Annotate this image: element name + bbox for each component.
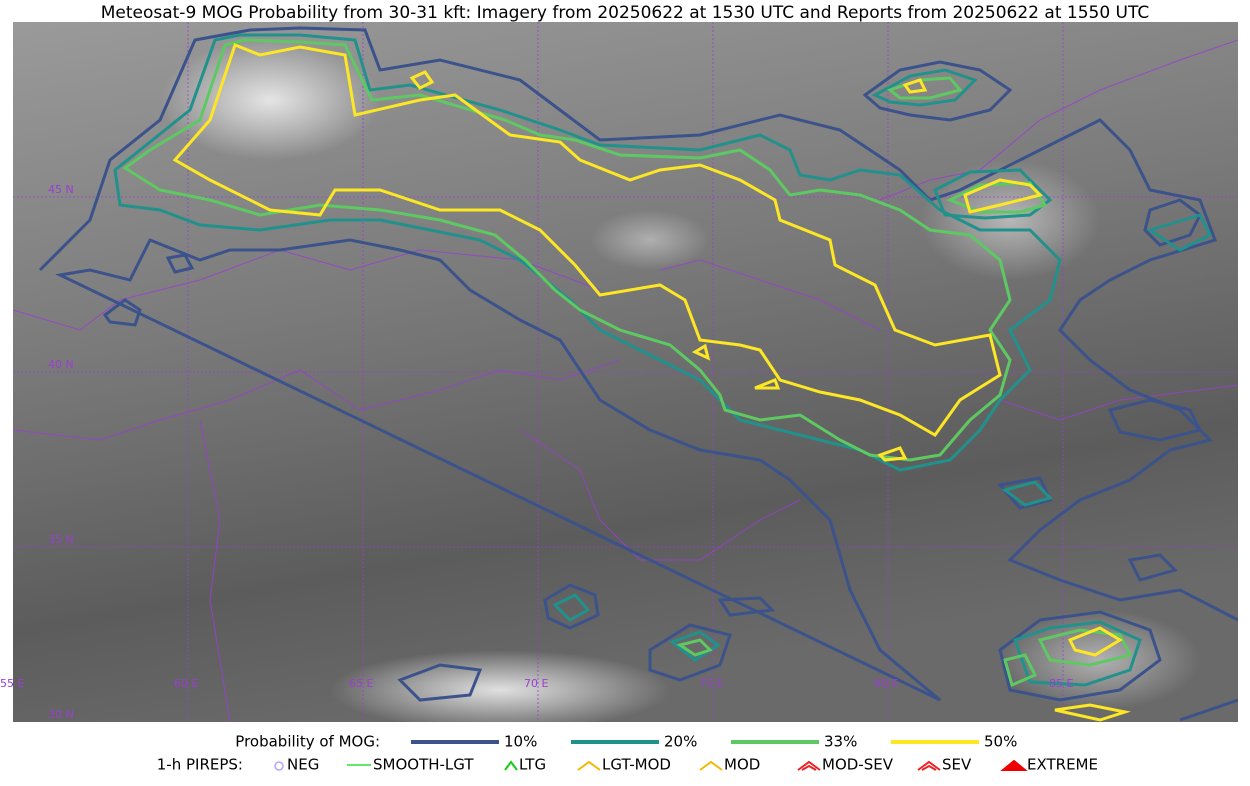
lat-label: 45 N (48, 183, 74, 196)
legend-text: 10% (504, 733, 537, 751)
legend-text: SMOOTH-LGT (373, 756, 474, 774)
lon-label: 65 E (349, 677, 373, 690)
legend-symbol (274, 761, 284, 771)
lon-label: 85 E (1049, 677, 1073, 690)
lon-label: 70 E (524, 677, 548, 690)
legend-text: MOD (724, 756, 760, 774)
legend-text: LGT-MOD (602, 756, 671, 774)
title: Meteosat-9 MOG Probability from 30-31 kf… (101, 3, 1150, 23)
legend-symbol (699, 760, 723, 771)
lon-label: 75 E (699, 677, 723, 690)
legend-symbol (577, 760, 601, 771)
legend-text: LTG (519, 756, 546, 774)
lon-label: 60 E (174, 677, 198, 690)
lat-label: 30 N (48, 708, 74, 721)
legend-text: 50% (984, 733, 1017, 751)
legend-text: MOD-SEV (822, 756, 894, 774)
legend-text: EXTREME (1027, 756, 1098, 774)
legend-symbol (1000, 759, 1028, 771)
clouds (160, 40, 1200, 722)
legend-symbol (917, 760, 941, 771)
legend-text: NEG (287, 756, 319, 774)
legend-symbol (504, 760, 518, 771)
legend-text: 20% (664, 733, 697, 751)
lon-label: 80 E (874, 677, 898, 690)
legend-text: 33% (824, 733, 857, 751)
legend-symbol (797, 760, 821, 771)
legend-label: Probability of MOG: (235, 733, 380, 751)
legend-label: 1-h PIREPS: (157, 756, 243, 774)
map (13, 22, 1238, 722)
lon-label: 55 E (0, 677, 24, 690)
grid-labels: 45 N 40 N 35 N 30 N 55 E 60 E 65 E 70 E … (0, 183, 1073, 721)
lat-label: 40 N (48, 358, 74, 371)
legend-text: SEV (942, 756, 972, 774)
lat-label: 35 N (48, 533, 74, 546)
contours (38, 26, 1238, 722)
